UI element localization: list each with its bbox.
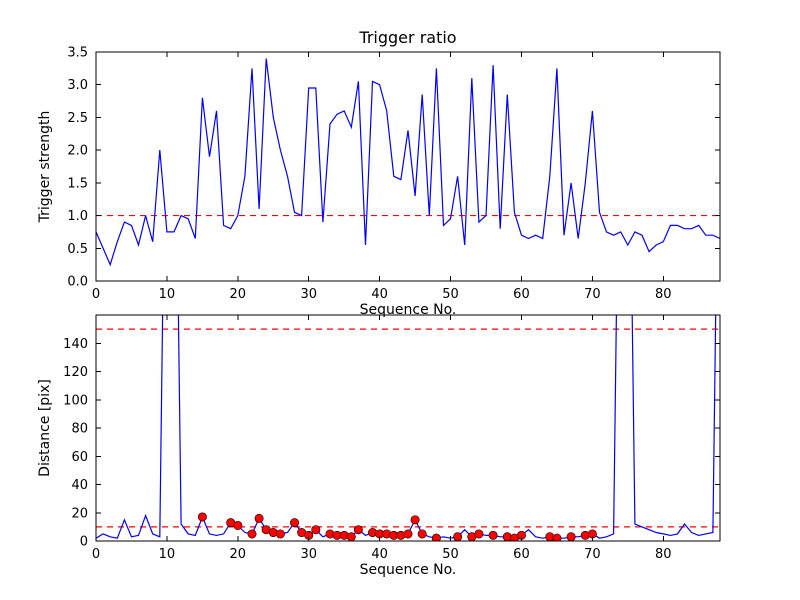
- y-axis-label: Distance [pix]: [37, 379, 53, 477]
- x-tick-label: 40: [371, 547, 388, 562]
- scatter-point: [275, 529, 285, 539]
- x-tick-label: 20: [230, 287, 247, 302]
- scatter-point: [233, 520, 243, 530]
- x-tick-label: 80: [655, 287, 672, 302]
- scatter-point: [488, 530, 498, 540]
- scatter-point: [474, 529, 484, 539]
- x-tick-label: 0: [92, 547, 100, 562]
- y-tick-label: 1.0: [67, 209, 88, 224]
- scatter-point: [566, 532, 576, 541]
- x-axis-label: Sequence No.: [360, 562, 457, 578]
- x-tick-label: 10: [159, 287, 176, 302]
- x-tick-label: 30: [300, 287, 317, 302]
- y-tick-label: 100: [63, 393, 88, 408]
- scatter-point: [247, 529, 257, 539]
- scatter-point: [346, 532, 356, 541]
- scatter-point: [431, 533, 441, 541]
- data-line: [96, 315, 717, 539]
- x-tick-label: 0: [92, 287, 100, 302]
- y-axis-label: Trigger strength: [37, 111, 53, 224]
- chart-distance: 0 10 20 30 40 50 60 70 80 0 20 40 60 80 100 120 140 Seque…: [37, 314, 721, 578]
- chart-title: Trigger ratio: [358, 28, 456, 47]
- y-tick-label: 3.5: [67, 46, 88, 61]
- scatter-point: [197, 512, 207, 522]
- y-tick-label: 140: [63, 337, 88, 352]
- scatter-point: [403, 529, 413, 539]
- scatter-point: [290, 518, 300, 528]
- x-tick-label: 30: [300, 547, 317, 562]
- scatter-point: [453, 532, 463, 541]
- y-tick-label: 0.0: [67, 275, 88, 290]
- x-tick-label: 40: [371, 287, 388, 302]
- axes-frame: [95, 314, 721, 542]
- x-tick-label: 20: [230, 547, 247, 562]
- y-tick-label: 1.5: [67, 176, 88, 191]
- y-tick-label: 2.0: [67, 144, 88, 159]
- y-tick-label: 40: [71, 478, 88, 493]
- axes-frame: [95, 51, 721, 282]
- scatter-point: [311, 525, 321, 535]
- scatter-point: [353, 525, 363, 535]
- x-tick-label: 50: [442, 547, 459, 562]
- scatter-point: [417, 529, 427, 539]
- x-tick-label: 60: [513, 547, 530, 562]
- y-tick-label: 0.5: [67, 242, 88, 257]
- x-tick-label: 80: [655, 547, 672, 562]
- y-tick-label: 120: [63, 365, 88, 380]
- y-tick-label: 60: [71, 450, 88, 465]
- x-tick-label: 70: [584, 287, 601, 302]
- x-tick-label: 60: [513, 287, 530, 302]
- x-tick-label: 70: [584, 547, 601, 562]
- data-line: [96, 58, 720, 267]
- scatter-point: [410, 515, 420, 525]
- y-tick-label: 3.0: [67, 78, 88, 93]
- x-tick-label: 50: [442, 287, 459, 302]
- y-tick-label: 2.5: [67, 111, 88, 126]
- x-tick-label: 10: [159, 547, 176, 562]
- y-tick-label: 80: [71, 422, 88, 437]
- scatter-point: [552, 533, 562, 541]
- y-tick-label: 0: [80, 535, 88, 550]
- scatter-point: [254, 513, 264, 523]
- y-tick-label: 20: [71, 506, 88, 521]
- x-axis-label: Sequence No.: [360, 302, 457, 318]
- chart-trigger-ratio: 0 10 20 30 40 50 60 70 80 0.0 0.5 1.0 1.5 2.0 2.5 3.0 3.…: [37, 28, 721, 318]
